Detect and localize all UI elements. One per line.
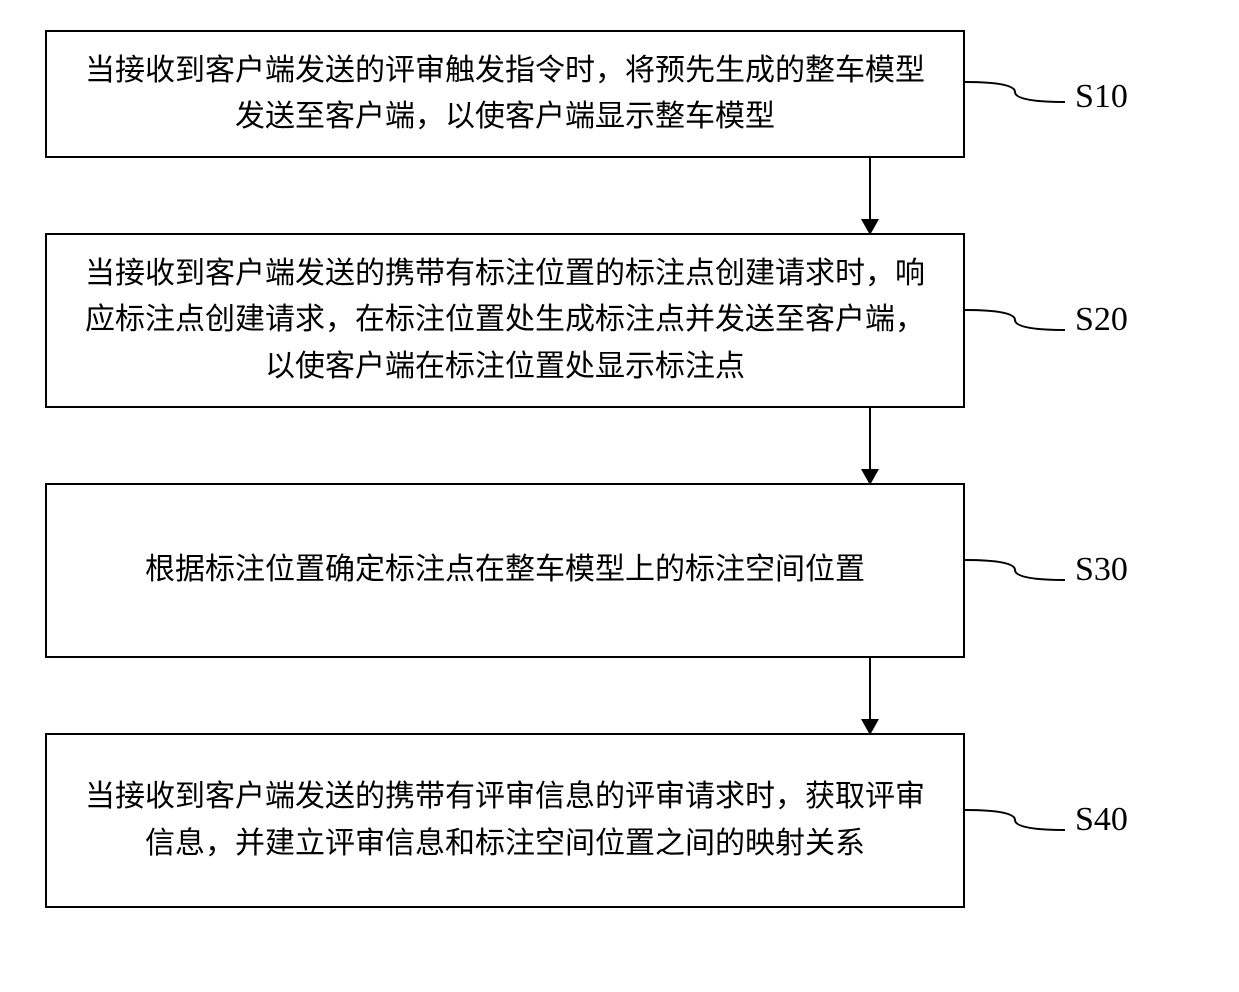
- flow-text-s30: 根据标注位置确定标注点在整车模型上的标注空间位置: [145, 547, 865, 594]
- step-label-s10: S10: [1075, 78, 1128, 116]
- flow-box-s30: 根据标注位置确定标注点在整车模型上的标注空间位置: [45, 483, 965, 658]
- step-label-s40: S40: [1075, 801, 1128, 839]
- flow-connector-1: [869, 158, 871, 233]
- step-label-s20: S20: [1075, 301, 1128, 339]
- label-connector-s40: [965, 798, 1075, 848]
- flow-connector-3: [869, 658, 871, 733]
- flow-text-s40: 当接收到客户端发送的携带有评审信息的评审请求时，获取评审信息，并建立评审信息和标…: [72, 774, 938, 867]
- flow-box-s40: 当接收到客户端发送的携带有评审信息的评审请求时，获取评审信息，并建立评审信息和标…: [45, 733, 965, 908]
- step-label-s30: S30: [1075, 551, 1128, 589]
- flow-row-s20: 当接收到客户端发送的携带有标注位置的标注点创建请求时，响应标注点创建请求，在标注…: [0, 233, 1239, 408]
- flow-connector-2: [869, 408, 871, 483]
- flow-text-s10: 当接收到客户端发送的评审触发指令时，将预先生成的整车模型发送至客户端，以使客户端…: [72, 48, 938, 141]
- flow-text-s20: 当接收到客户端发送的携带有标注位置的标注点创建请求时，响应标注点创建请求，在标注…: [72, 251, 938, 391]
- flowchart-container: 当接收到客户端发送的评审触发指令时，将预先生成的整车模型发送至客户端，以使客户端…: [0, 30, 1239, 908]
- label-connector-s10: [965, 70, 1075, 120]
- flow-box-s20: 当接收到客户端发送的携带有标注位置的标注点创建请求时，响应标注点创建请求，在标注…: [45, 233, 965, 408]
- flow-row-s40: 当接收到客户端发送的携带有评审信息的评审请求时，获取评审信息，并建立评审信息和标…: [0, 733, 1239, 908]
- label-connector-s20: [965, 298, 1075, 348]
- flow-row-s30: 根据标注位置确定标注点在整车模型上的标注空间位置 S30: [0, 483, 1239, 658]
- label-connector-s30: [965, 548, 1075, 598]
- flow-box-s10: 当接收到客户端发送的评审触发指令时，将预先生成的整车模型发送至客户端，以使客户端…: [45, 30, 965, 158]
- flow-row-s10: 当接收到客户端发送的评审触发指令时，将预先生成的整车模型发送至客户端，以使客户端…: [0, 30, 1239, 158]
